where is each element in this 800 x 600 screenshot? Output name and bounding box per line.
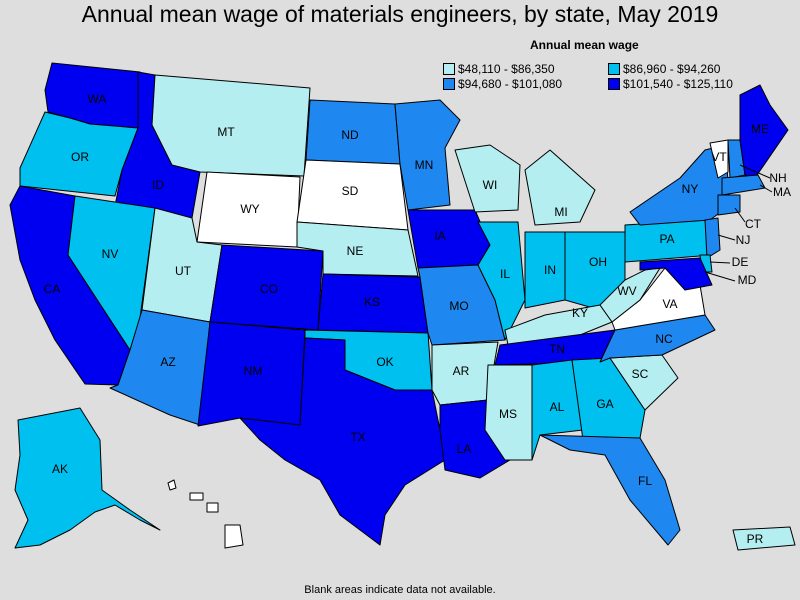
legend-title: Annual mean wage: [530, 38, 639, 52]
state-label-me: ME: [751, 122, 769, 136]
state-fl: [539, 434, 681, 546]
leader-line-de: [709, 261, 731, 264]
state-label-wi: WI: [483, 178, 498, 192]
state-label-az: AZ: [160, 355, 175, 369]
leader-line-md: [704, 271, 736, 282]
legend-swatch-2: [608, 63, 620, 75]
state-ak: [14, 407, 161, 549]
state-label-va: VA: [662, 297, 677, 311]
state-label-wy: WY: [240, 202, 259, 216]
state-wi: [454, 144, 521, 213]
state-hi: [167, 479, 244, 549]
state-il: [477, 221, 526, 341]
legend-swatch-4: [608, 78, 620, 90]
state-label-ia: IA: [434, 229, 445, 243]
legend-swatch-3: [443, 78, 455, 90]
legend-label-2: $86,960 - $94,260: [623, 62, 721, 76]
state-al: [531, 359, 584, 461]
state-label-ak: AK: [52, 462, 68, 476]
state-label-ny: NY: [682, 182, 699, 196]
state-label-or: OR: [71, 150, 89, 164]
state-label-ut: UT: [175, 264, 192, 278]
state-label-tx: TX: [350, 430, 365, 444]
state-label-mo: MO: [449, 299, 468, 313]
legend-label-4: $101,540 - $125,110: [623, 77, 733, 91]
state-label-mi: MI: [554, 205, 567, 219]
state-mn: [394, 99, 461, 211]
legend-label-3: $94,680 - $101,080: [458, 77, 563, 91]
legend-item-2: $86,960 - $94,260: [608, 62, 720, 76]
state-label-ct: CT: [745, 217, 762, 231]
state-label-nh: NH: [769, 171, 786, 185]
state-label-fl: FL: [638, 474, 652, 488]
map-title: Annual mean wage of materials engineers,…: [81, 1, 719, 27]
state-mi: [524, 149, 596, 226]
state-ms: [484, 364, 533, 461]
state-label-pa: PA: [659, 232, 674, 246]
state-label-ma: MA: [773, 185, 791, 199]
state-pr: [732, 526, 796, 551]
state-label-ky: KY: [572, 306, 588, 320]
state-label-wv: WV: [617, 284, 636, 298]
legend-item-4: $101,540 - $125,110: [608, 77, 733, 91]
state-mt: [151, 74, 311, 177]
state-vt: [709, 139, 729, 179]
state-label-ok: OK: [376, 355, 393, 369]
state-label-pr: PR: [747, 532, 764, 546]
state-label-ga: GA: [596, 397, 613, 411]
state-label-de: DE: [732, 255, 749, 269]
legend-item-1: $48,110 - $86,350: [443, 62, 555, 76]
leader-line-nh: [739, 164, 771, 179]
state-ct: [717, 194, 741, 216]
state-label-ms: MS: [499, 407, 517, 421]
state-label-sc: SC: [632, 367, 649, 381]
leader-line-ma: [759, 184, 773, 193]
state-label-ar: AR: [453, 364, 470, 378]
state-label-mt: MT: [217, 125, 235, 139]
state-label-nv: NV: [102, 247, 119, 261]
state-label-tn: TN: [549, 342, 565, 356]
state-label-al: AL: [550, 400, 565, 414]
state-nj: [704, 217, 721, 259]
state-label-il: IL: [500, 267, 510, 281]
state-ny: [629, 144, 731, 226]
state-label-wa: WA: [88, 92, 107, 106]
state-label-co: CO: [260, 282, 278, 296]
state-label-mn: MN: [415, 158, 434, 172]
state-label-ks: KS: [364, 295, 380, 309]
state-label-id: ID: [152, 178, 164, 192]
state-label-md: MD: [738, 273, 757, 287]
state-tx: [239, 337, 446, 546]
state-label-oh: OH: [589, 255, 607, 269]
state-md: [639, 257, 713, 291]
legend-item-3: $94,680 - $101,080: [443, 77, 562, 91]
footnote: Blank areas indicate data not available.: [304, 584, 496, 596]
state-label-nc: NC: [655, 332, 673, 346]
state-label-vt: VT: [711, 150, 727, 164]
leader-line-nj: [717, 234, 736, 241]
state-ia: [407, 209, 491, 269]
state-label-nj: NJ: [736, 233, 751, 247]
state-label-ne: NE: [347, 244, 364, 258]
legend-label-1: $48,110 - $86,350: [458, 62, 555, 76]
state-label-in: IN: [544, 263, 556, 277]
state-label-nd: ND: [341, 128, 359, 142]
state-label-la: LA: [457, 442, 472, 456]
legend-swatch-1: [443, 63, 455, 75]
state-ma: [721, 174, 766, 196]
state-label-nm: NM: [244, 364, 263, 378]
leader-line-ct: [734, 207, 746, 223]
state-label-sd: SD: [342, 184, 359, 198]
state-label-ca: CA: [44, 282, 61, 296]
